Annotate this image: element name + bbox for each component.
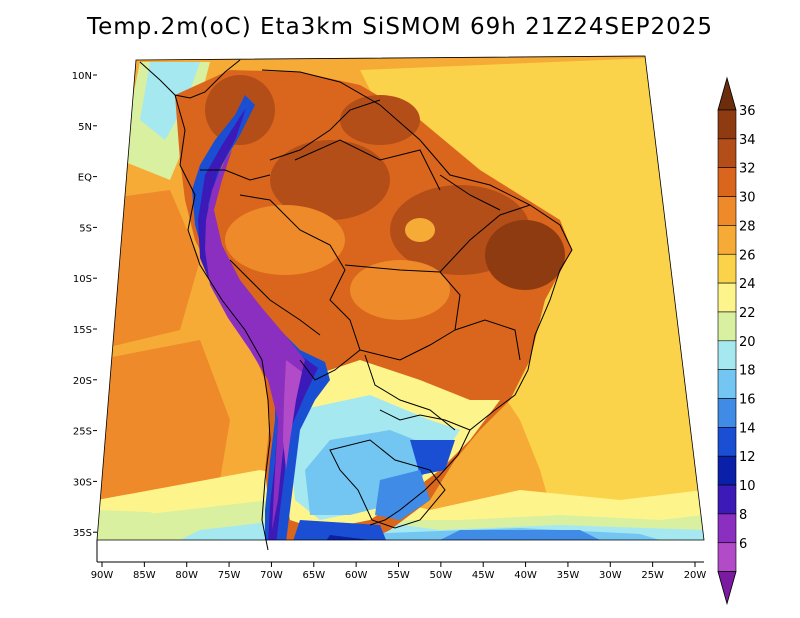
colorbar-label: 8: [739, 508, 747, 523]
colorbar-label: 30: [739, 191, 756, 206]
colorbar-label: 12: [739, 450, 756, 465]
colorbar-swatch: [717, 196, 737, 226]
colorbar-label: 28: [739, 219, 756, 234]
colorbar-label: 36: [739, 104, 756, 119]
temperature-field: [97, 56, 704, 540]
lon-label: 80W: [175, 570, 198, 581]
lon-label: 40W: [514, 570, 537, 581]
lon-label: 75W: [218, 570, 241, 581]
lon-label: 90W: [91, 570, 114, 581]
lat-label: 5S: [79, 223, 92, 234]
lat-label: EQ: [78, 173, 92, 184]
colorbar-label: 26: [739, 248, 756, 263]
colorbar-labels: 36 34 32 30 28 26 24 22 20 18 16 14 12 10 8 6: [739, 104, 756, 552]
colorbar-swatch: [717, 311, 737, 342]
colorbar-swatch: [717, 542, 737, 572]
lon-label: 45W: [472, 570, 495, 581]
colorbar-swatch: [717, 427, 737, 457]
lat-label: 20S: [73, 376, 92, 387]
colorbar-swatch: [717, 138, 737, 169]
colorbar-swatch: [717, 282, 737, 313]
lat-label: 10S: [73, 274, 92, 285]
longitude-labels: 90W 85W 80W 75W 70W 65W 60W 55W 50W 45W 40W 35W 30W 2…: [91, 561, 707, 581]
colorbar-swatch: [717, 167, 737, 197]
lat-label: 35S: [73, 528, 92, 539]
colorbar-swatch: [717, 340, 737, 370]
colorbar-label: 22: [739, 306, 756, 321]
colorbar-label: 10: [739, 479, 756, 494]
country-borders: [139, 59, 573, 551]
lat-label: 25S: [73, 427, 92, 438]
colorbar-swatch: [717, 369, 737, 399]
map-title: Temp.2m(oC) Eta3km SiSMOM 69h 21Z24SEP20…: [86, 14, 714, 40]
colorbar-swatch: [717, 253, 737, 284]
latitude-labels: 10N 5N EQ 5S 10S 15S 20S 25S 30S 35S: [72, 71, 97, 539]
colorbar-label: 34: [739, 133, 756, 148]
lon-label: 35W: [557, 570, 580, 581]
lon-label: 30W: [599, 570, 622, 581]
colorbar-top-arrow: [717, 76, 737, 111]
colorbar-label: 16: [739, 393, 756, 408]
colorbar-label: 20: [739, 335, 756, 350]
lon-label: 85W: [133, 570, 156, 581]
lon-label: 55W: [387, 570, 410, 581]
colorbar-label: 6: [739, 537, 747, 552]
lat-label: 10N: [72, 71, 92, 82]
colorbar-swatch: [717, 398, 737, 428]
colorbar-swatch: [717, 455, 737, 486]
colorbar: [717, 76, 737, 606]
colorbar-swatch: [717, 225, 737, 255]
lat-label: 5N: [78, 122, 92, 133]
lon-label: 65W: [302, 570, 325, 581]
colorbar-swatch: [717, 109, 737, 140]
lat-label: 30S: [73, 477, 92, 488]
colorbar-swatch: [717, 484, 737, 515]
colorbar-bottom-arrow: [717, 571, 737, 606]
domain-border: [96, 55, 705, 541]
lon-label: 25W: [641, 570, 664, 581]
lon-label: 60W: [345, 570, 368, 581]
colorbar-label: 18: [739, 364, 756, 379]
colorbar-label: 32: [739, 162, 756, 177]
colorbar-swatch: [717, 513, 737, 544]
lon-label: 50W: [430, 570, 453, 581]
colorbar-label: 24: [739, 277, 756, 292]
lon-label: 20W: [684, 570, 707, 581]
lat-label: 15S: [73, 325, 92, 336]
lon-label: 70W: [260, 570, 283, 581]
colorbar-label: 14: [739, 421, 756, 436]
